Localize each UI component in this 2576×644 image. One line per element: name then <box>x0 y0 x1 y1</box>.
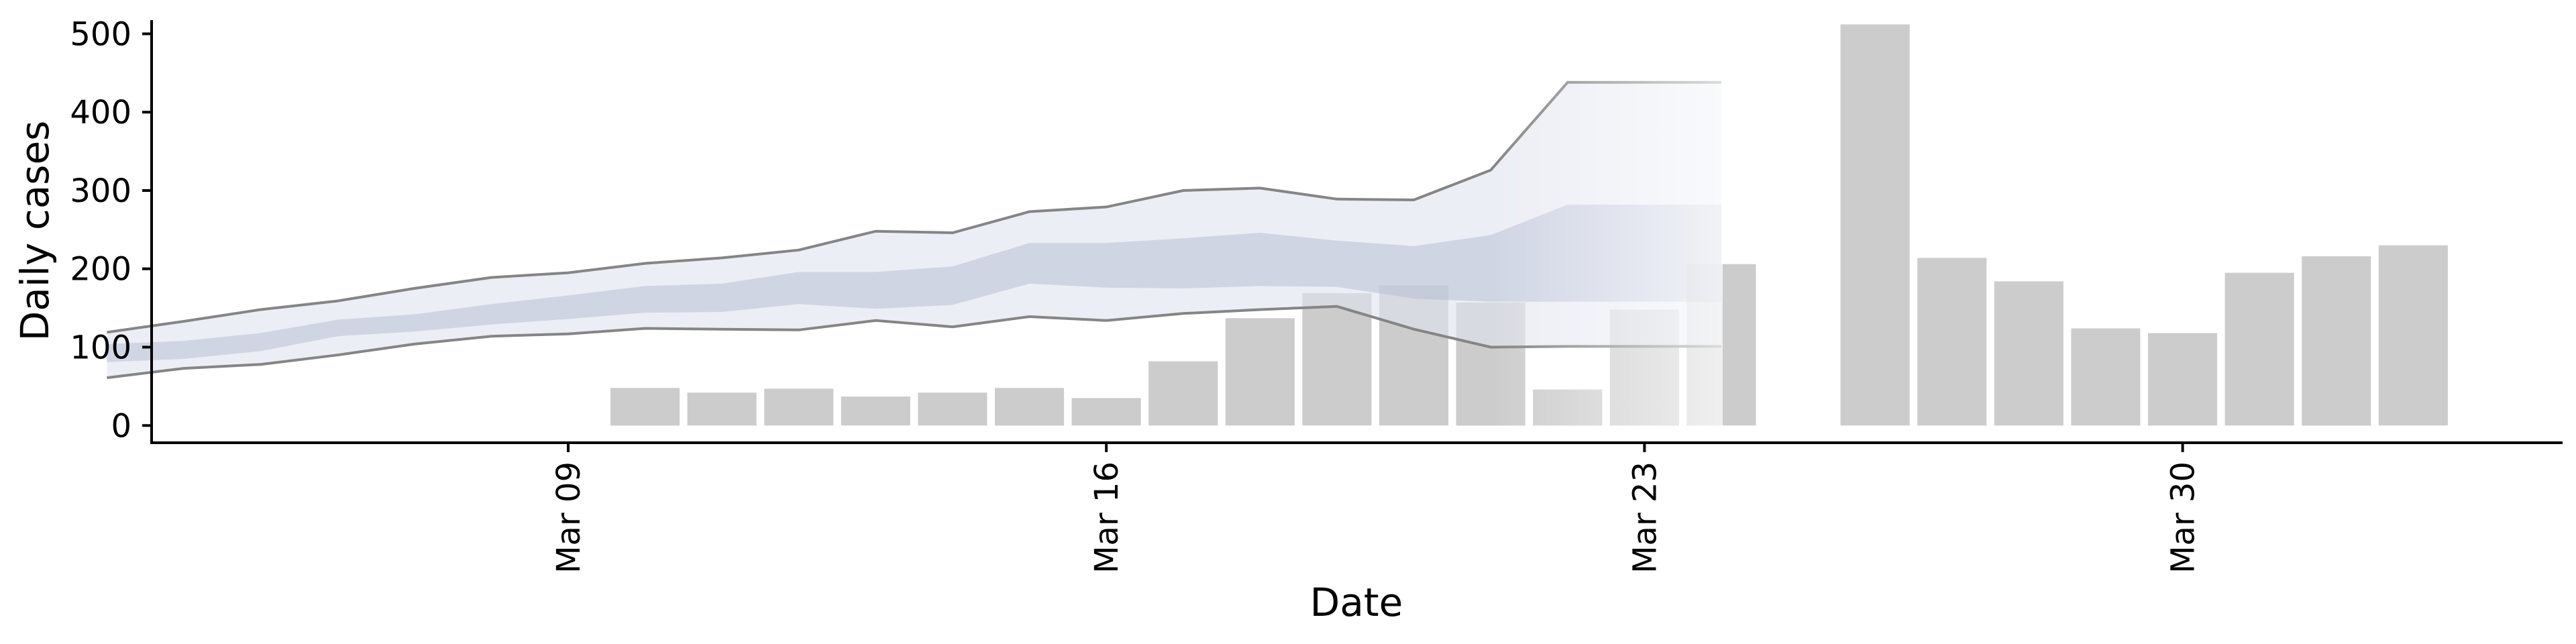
nowcast-upper-bound-line <box>107 80 1721 334</box>
x-axis-ticks: Mar 09 Mar 16 Mar 23 Mar 30 <box>550 443 2202 574</box>
case-bar-2020-04-01 <box>2302 256 2371 426</box>
y-tick-label-300: 300 <box>70 172 131 210</box>
case-bar-2020-03-17 <box>1148 361 1218 426</box>
x-tick-label-2020-03-30: Mar 30 <box>2165 462 2202 574</box>
case-bar-2020-03-18 <box>1225 318 1295 426</box>
nowcast-inner-band <box>107 205 1722 362</box>
y-tick-label-0: 0 <box>111 407 131 445</box>
y-tick-label-400: 400 <box>70 94 131 131</box>
case-bar-2020-03-26 <box>1840 24 1910 426</box>
y-axis-ticks: 0 100 200 300 400 500 <box>70 15 152 445</box>
case-bar-2020-03-10 <box>610 388 680 426</box>
y-axis-title: Daily cases <box>12 121 58 341</box>
case-bar-2020-03-29 <box>2071 328 2141 426</box>
case-bar-2020-03-27 <box>1917 258 1987 426</box>
plot-area <box>107 4 2448 426</box>
x-tick-label-2020-03-16: Mar 16 <box>1088 462 1126 574</box>
case-bar-2020-03-13 <box>841 396 910 426</box>
case-bar-2020-04-02 <box>2378 245 2448 426</box>
x-tick-label-2020-03-23: Mar 23 <box>1626 462 1664 574</box>
case-bar-2020-03-12 <box>764 388 834 426</box>
case-bar-2020-03-16 <box>1071 398 1141 426</box>
x-tick-label-2020-03-09: Mar 09 <box>550 462 588 574</box>
case-bar-2020-03-14 <box>918 392 987 426</box>
case-bar-2020-03-31 <box>2224 272 2294 426</box>
y-tick-label-200: 200 <box>70 251 131 288</box>
y-tick-label-100: 100 <box>70 329 131 367</box>
nowcast-lower-bound-line <box>107 305 1721 380</box>
case-bar-2020-03-11 <box>687 392 757 426</box>
case-bar-2020-03-30 <box>2148 333 2218 426</box>
case-bar-2020-03-28 <box>1994 281 2063 426</box>
nowcast-fade-overlay <box>1491 4 1723 426</box>
case-bar-2020-03-15 <box>995 388 1065 426</box>
case-bar-2020-03-19 <box>1302 292 1372 426</box>
y-tick-label-500: 500 <box>70 15 131 53</box>
x-axis-title: Date <box>1310 580 1403 625</box>
